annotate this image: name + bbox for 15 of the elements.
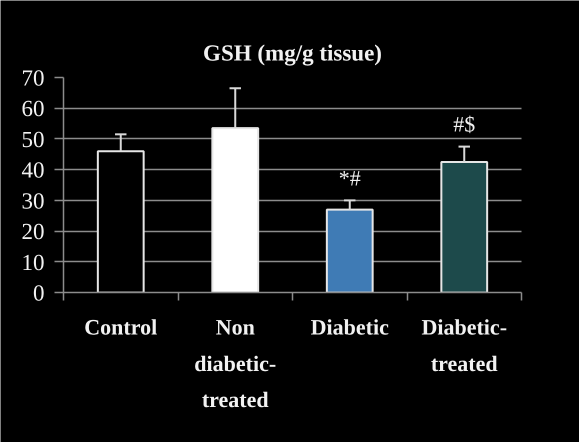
y-tick-label: 50 — [22, 126, 44, 152]
y-tick-label: 70 — [22, 66, 44, 90]
y-tick-label: 20 — [22, 219, 44, 244]
y-tick-label: 0 — [33, 280, 44, 306]
chart-title: GSH (mg/g tissue) — [203, 40, 382, 66]
x-tick-label: Control — [84, 314, 158, 340]
y-tick-label: 40 — [22, 158, 44, 183]
x-tick-label: Diabetic — [310, 314, 390, 340]
annotation: *# — [338, 165, 361, 190]
y-tick-label: 10 — [22, 250, 44, 275]
y-tick-label: 30 — [22, 188, 44, 214]
x-tick-label: Non diabetic-treated — [194, 314, 276, 412]
y-tick-label: 60 — [22, 96, 44, 122]
x-tick-label: Diabetic-treated — [421, 314, 508, 376]
annotation: #$ — [453, 112, 476, 137]
